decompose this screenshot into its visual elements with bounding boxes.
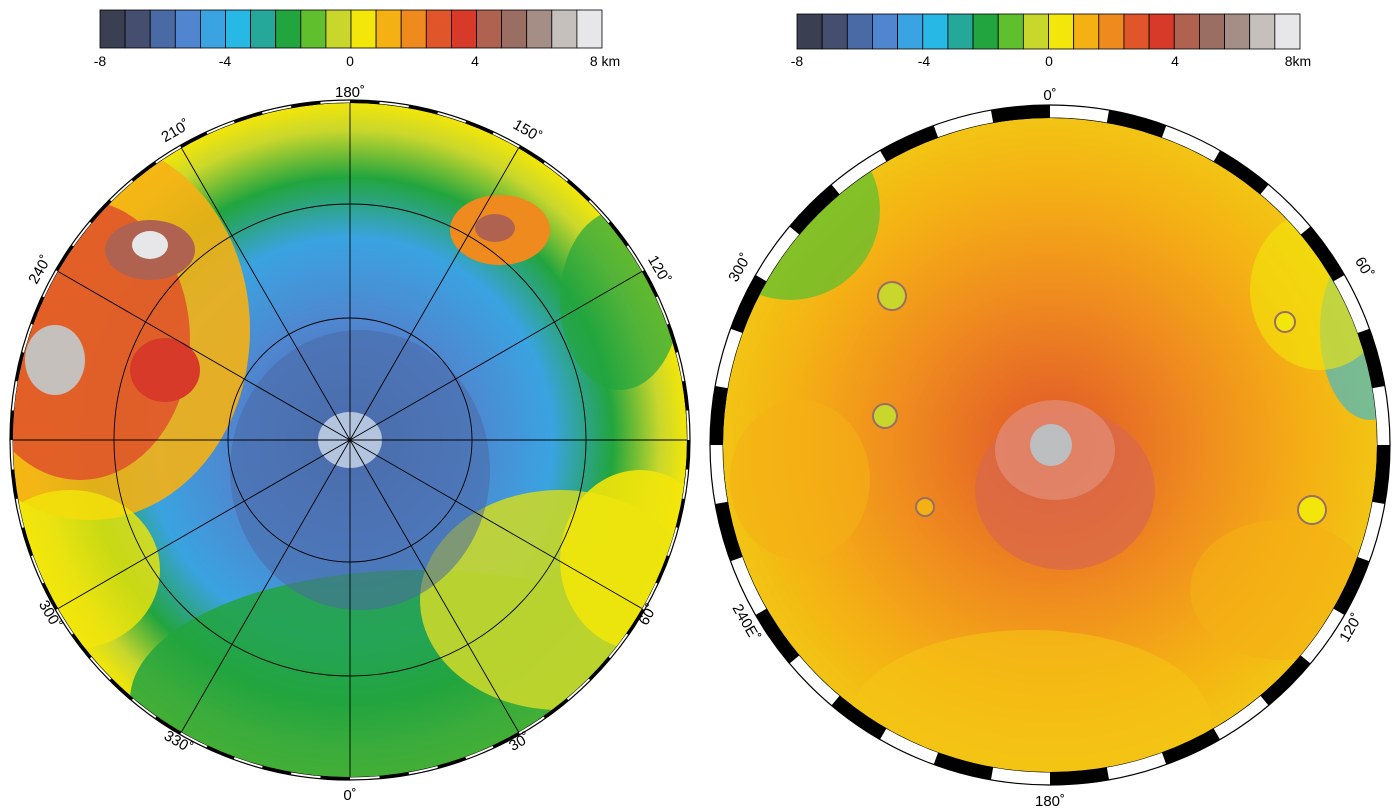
north-label-180: 180˚ xyxy=(335,84,365,101)
colorbar-swatch xyxy=(1198,13,1225,50)
ring-tick xyxy=(1260,655,1311,706)
colorbar-swatch xyxy=(425,9,452,49)
north-polar-map-panel: -8 -4 0 4 8 km xyxy=(9,9,691,804)
south-polar-map-panel: -8 -4 0 4 8km xyxy=(700,0,1400,812)
north-polar-map: 180˚ 150˚ 120˚ 60˚ 30˚ 0˚ 330˚ 300˚ 240˚… xyxy=(9,84,691,804)
south-cbar-tick-1: -8 xyxy=(791,53,804,69)
colorbar-swatch xyxy=(846,13,873,50)
south-pole-mask xyxy=(1030,424,1072,466)
ring-tick xyxy=(730,275,767,334)
meridian-line xyxy=(181,439,351,733)
south-label-300: 300˚ xyxy=(725,250,755,285)
colorbar-swatch xyxy=(997,13,1024,50)
ring-tick xyxy=(1050,767,1110,785)
colorbar-swatch xyxy=(375,9,402,49)
meridian-line xyxy=(349,439,519,733)
south-label-60: 60˚ xyxy=(1351,254,1377,281)
colorbar-swatch xyxy=(400,9,427,49)
north-cbar-tick-4: 4 xyxy=(471,53,479,69)
ring-tick xyxy=(789,184,840,235)
ring-tick xyxy=(1357,328,1385,389)
south-label-180: 180˚ xyxy=(1035,793,1065,810)
ring-tick xyxy=(831,695,887,740)
south-cbar-tick-5: 8km xyxy=(1285,53,1311,69)
south-cbar-tick-2: -4 xyxy=(918,53,931,69)
colorbar-swatch xyxy=(1249,13,1276,50)
colorbar-swatch xyxy=(1274,13,1301,50)
colorbar-swatch xyxy=(796,13,823,50)
ring-tick xyxy=(1213,150,1269,195)
colorbar-swatch xyxy=(1123,13,1150,50)
colorbar-swatch xyxy=(1173,13,1200,50)
colorbar-swatch xyxy=(551,9,578,49)
colorbar-swatch xyxy=(476,9,503,49)
north-colorbar: -8 -4 0 4 8 km xyxy=(94,9,620,69)
ring-tick xyxy=(880,125,939,162)
south-cbar-tick-4: 4 xyxy=(1171,53,1179,69)
colorbar-swatch xyxy=(1098,13,1125,50)
ring-tick xyxy=(715,501,743,562)
colorbar-swatch xyxy=(250,9,277,49)
ring-tick xyxy=(1372,445,1390,505)
colorbar-swatch xyxy=(99,9,126,49)
ring-tick xyxy=(710,385,728,445)
colorbar-swatch xyxy=(1022,13,1049,50)
south-colorbar: -8 -4 0 4 8km xyxy=(791,13,1311,69)
ring-tick xyxy=(1106,110,1167,138)
meridian-line xyxy=(349,147,519,441)
colorbar-swatch xyxy=(526,9,553,49)
ring-tick xyxy=(933,752,994,780)
ring-tick xyxy=(755,608,800,664)
meridian-line xyxy=(57,439,351,609)
meridian-line xyxy=(57,271,351,441)
colorbar-swatch xyxy=(325,9,352,49)
colorbar-swatch xyxy=(576,9,603,49)
colorbar-swatch xyxy=(199,9,226,49)
north-label-0: 0˚ xyxy=(343,787,356,804)
colorbar-swatch xyxy=(1224,13,1251,50)
north-cbar-tick-5: 8 km xyxy=(590,53,620,69)
north-cbar-tick-1: -8 xyxy=(94,53,107,69)
north-cbar-tick-2: -4 xyxy=(219,53,232,69)
meridian-line xyxy=(181,147,351,441)
north-cbar-tick-3: 0 xyxy=(346,53,354,69)
meridian-line xyxy=(349,271,643,441)
colorbar-swatch xyxy=(225,9,252,49)
colorbar-swatch xyxy=(501,9,528,49)
north-label-150: 150˚ xyxy=(510,116,545,146)
colorbar-swatch xyxy=(300,9,327,49)
south-cbar-tick-3: 0 xyxy=(1045,53,1053,69)
colorbar-swatch xyxy=(1048,13,1075,50)
colorbar-swatch xyxy=(922,13,949,50)
meridian-line xyxy=(349,439,643,609)
ring-tick xyxy=(1161,728,1220,765)
colorbar-swatch xyxy=(275,9,302,49)
colorbar-swatch xyxy=(947,13,974,50)
colorbar-swatch xyxy=(872,13,898,50)
ring-tick xyxy=(1333,556,1370,615)
south-label-0: 0˚ xyxy=(1043,87,1056,104)
south-polar-map: 0˚ 60˚ 120˚ 180˚ 240E˚ 300˚ xyxy=(709,87,1391,810)
colorbar-swatch xyxy=(124,9,151,49)
colorbar-swatch xyxy=(149,9,176,49)
colorbar-swatch xyxy=(1148,13,1175,50)
ring-tick xyxy=(1300,226,1345,282)
ring-tick xyxy=(990,105,1050,123)
